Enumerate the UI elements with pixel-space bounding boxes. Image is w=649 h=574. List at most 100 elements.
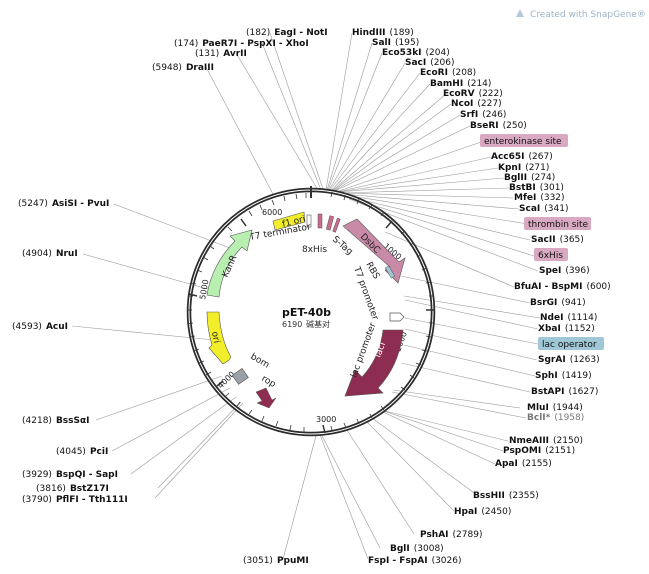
site-pos: (5247) xyxy=(18,199,48,209)
tick-4000: 4000 xyxy=(216,370,237,391)
site-name: MluI xyxy=(527,403,549,413)
site-pos: (4593) xyxy=(12,322,42,332)
site-row[interactable]: ScaI (341) xyxy=(519,204,568,214)
site-row[interactable]: SpeI (396) xyxy=(539,266,590,276)
lac-operator-box[interactable] xyxy=(538,337,604,350)
enterokinase-label: enterokinase site xyxy=(484,137,562,147)
site-name: BspQI - SapI xyxy=(56,470,118,480)
site-row[interactable]: PspOMI (2151) xyxy=(503,446,575,456)
his6-box[interactable] xyxy=(534,248,568,261)
site-row[interactable]: EcoRV (222) xyxy=(443,89,503,99)
f1-ori-feature[interactable] xyxy=(272,211,306,231)
site-row[interactable]: BseRI (250) xyxy=(470,121,527,131)
site-row[interactable]: (4045) PciI xyxy=(56,447,108,457)
site-row[interactable]: (131) AvrII xyxy=(195,49,247,59)
site-pos: (214) xyxy=(467,79,491,89)
site-name: BglII xyxy=(504,173,527,183)
site-pos: (941) xyxy=(561,298,585,308)
site-row[interactable]: (4904) NruI xyxy=(22,249,78,259)
site-pos: (1944) xyxy=(553,403,583,413)
site-row[interactable]: (3816) BstZ17I xyxy=(36,484,109,494)
site-row[interactable]: BglII (274) xyxy=(504,173,555,183)
site-name: BssSαI xyxy=(56,416,90,426)
site-row[interactable]: BstBI (301) xyxy=(509,183,564,193)
his8-mark xyxy=(317,213,323,229)
site-pos: (222) xyxy=(479,89,503,99)
site-row[interactable]: (3929) BspQI - SapI xyxy=(22,470,118,480)
ori-feature[interactable] xyxy=(206,311,232,365)
site-name: BstZ17I xyxy=(70,484,109,494)
site-row[interactable]: NmeAIII (2150) xyxy=(509,436,583,446)
site-row[interactable]: KpnI (271) xyxy=(498,163,549,173)
site-pos: (274) xyxy=(531,173,555,183)
kanr-feature[interactable] xyxy=(206,229,253,298)
site-name: BglI xyxy=(390,544,410,554)
site-row[interactable]: NcoI (227) xyxy=(451,99,502,109)
plasmid-title: pET-40b 6190 碱基对 xyxy=(282,306,331,329)
site-row[interactable]: (5247) AsiSI - PvuI xyxy=(18,199,109,209)
site-name: AsiSI - PvuI xyxy=(52,199,109,209)
site-name: BfuAI - BspMI xyxy=(514,282,582,292)
site-row[interactable]: Eco53kI (204) xyxy=(382,48,450,58)
site-row[interactable]: HindIII (189) xyxy=(352,28,414,38)
site-row[interactable]: SgrAI (1263) xyxy=(538,355,600,365)
site-row[interactable]: (182) EagI - NotI xyxy=(246,28,328,38)
site-pos: (3816) xyxy=(36,484,66,494)
site-name: SacII xyxy=(531,235,556,245)
snapgene-credit: Created with SnapGene® xyxy=(516,9,646,20)
site-name: SacI xyxy=(405,58,426,68)
site-row[interactable]: Acc65I (267) xyxy=(491,152,553,162)
laci-feature[interactable] xyxy=(344,329,404,397)
site-row[interactable]: (3051) PpuMI xyxy=(243,556,309,566)
site-row[interactable]: (4593) AcuI xyxy=(12,322,68,332)
rop-feature[interactable] xyxy=(255,387,277,409)
site-name: NcoI xyxy=(451,99,473,109)
site-pos: (301) xyxy=(540,183,564,193)
site-row[interactable]: PshAI (2789) xyxy=(420,530,482,540)
site-pos: (3051) xyxy=(243,556,273,566)
site-row[interactable]: SacII (365) xyxy=(531,235,584,245)
site-pos: (365) xyxy=(560,235,584,245)
site-row[interactable]: SrfI (246) xyxy=(460,110,506,120)
site-pos: (195) xyxy=(395,38,419,48)
site-row[interactable]: EcoRI (208) xyxy=(420,68,476,78)
thrombin-box[interactable] xyxy=(524,217,591,230)
site-row[interactable]: (4218) BssSαI xyxy=(22,416,90,426)
plasmid-size: 6190 xyxy=(282,320,302,329)
site-row[interactable]: BstAPI (1627) xyxy=(531,387,598,397)
site-row[interactable]: BglI (3008) xyxy=(390,544,444,554)
site-row[interactable]: BamHI (214) xyxy=(430,79,491,89)
site-name: SphI xyxy=(535,371,558,381)
site-row[interactable]: HpaI (2450) xyxy=(454,507,511,517)
site-name: SrfI xyxy=(460,110,478,120)
site-row[interactable]: SphI (1419) xyxy=(535,371,592,381)
site-row[interactable]: MluI (1944) xyxy=(527,403,583,413)
site-pos: (3929) xyxy=(22,470,52,480)
site-pos: (1263) xyxy=(570,355,600,365)
site-row[interactable]: SalI (195) xyxy=(372,38,419,48)
site-row[interactable]: FspI - FspAI (3026) xyxy=(368,556,462,566)
site-row[interactable]: NdeI (1114) xyxy=(540,313,597,323)
site-row[interactable]: (5948) DraIII xyxy=(152,63,214,73)
site-row[interactable]: MfeI (332) xyxy=(514,193,565,203)
snapgene-logo-icon xyxy=(516,9,524,17)
site-pos: (3790) xyxy=(22,495,52,505)
enterokinase-box[interactable] xyxy=(480,134,568,147)
site-name: PflFI - Tth111I xyxy=(56,495,128,505)
site-name: AvrII xyxy=(223,49,247,59)
site-row[interactable]: (3790) PflFI - Tth111I xyxy=(22,495,128,505)
site-name: SgrAI xyxy=(538,355,566,365)
site-row[interactable]: (174) PaeR7I - PspXI - XhoI xyxy=(174,39,309,49)
site-row[interactable]: SacI (206) xyxy=(405,58,454,68)
ori-label: ori xyxy=(209,331,221,344)
site-pos: (600) xyxy=(586,282,610,292)
site-row[interactable]: BfuAI - BspMI (600) xyxy=(514,282,611,292)
restriction-sites: (174) PaeR7I - PspXI - XhoI (182) EagI - N… xyxy=(12,28,611,566)
site-row[interactable]: BclI* (1958) xyxy=(527,413,584,423)
site-row[interactable]: BssHII (2355) xyxy=(473,491,539,501)
bom-feature[interactable] xyxy=(231,368,249,385)
site-row[interactable]: XbaI (1152) xyxy=(538,324,595,334)
site-row[interactable]: ApaI (2155) xyxy=(495,459,552,469)
site-name: MfeI xyxy=(514,193,536,203)
site-row[interactable]: BsrGI (941) xyxy=(530,298,586,308)
